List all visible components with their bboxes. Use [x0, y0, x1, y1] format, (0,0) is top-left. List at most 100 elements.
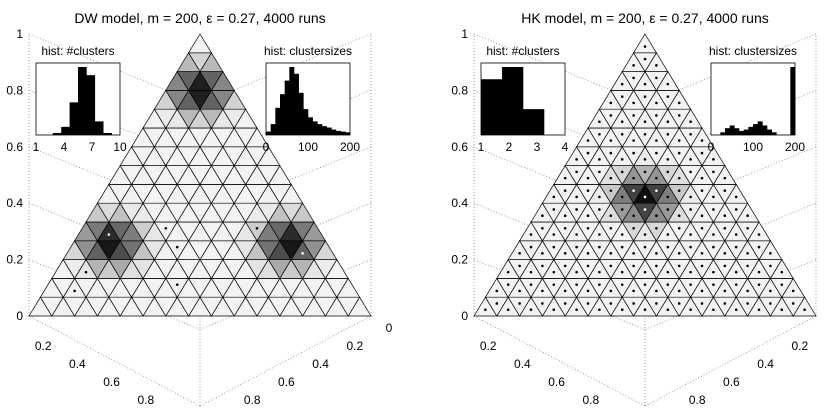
heat-dot	[563, 189, 567, 192]
right-axis-tick-label: 0.2	[791, 339, 808, 353]
heat-dot	[586, 176, 590, 180]
heat-dot	[677, 289, 681, 293]
inset-bar	[502, 67, 524, 135]
heat-dot	[734, 245, 738, 249]
heat-dot	[620, 270, 624, 274]
inset-bar	[298, 92, 304, 135]
panel-hk: HK model, m = 200, ε = 0.27, 4000 runs 0…	[451, 10, 817, 407]
heat-dot	[609, 189, 613, 192]
heat-dot	[541, 214, 544, 218]
heat-dot	[609, 302, 613, 305]
heat-dot	[677, 176, 681, 180]
heat-dot	[655, 226, 658, 230]
heat-dot	[609, 101, 613, 105]
inset-tick-label: 0	[708, 140, 715, 154]
heat-dot	[541, 264, 544, 268]
inset-bar	[523, 109, 545, 135]
inset-bar	[280, 94, 285, 135]
heat-dot	[723, 302, 727, 305]
ternary-plot-dw: 00.20.40.60.810.20.40.60.8100.20.40.60.8…	[6, 27, 393, 407]
heat-dot	[655, 302, 658, 305]
heat-dot	[655, 264, 658, 268]
inset-bar	[322, 126, 327, 135]
heat-dot	[632, 101, 635, 105]
heat-dot	[734, 308, 738, 312]
inset-bar	[720, 132, 726, 135]
heat-dot	[632, 64, 635, 67]
heat-dot	[552, 270, 556, 274]
vertical-axis-tick-label: 0.4	[6, 196, 23, 210]
heat-dot	[609, 252, 613, 255]
heat-dot	[541, 289, 544, 293]
heat-dot	[164, 226, 168, 230]
heat-dot	[677, 101, 681, 105]
heat-dot	[666, 170, 670, 174]
heat-dot	[632, 176, 635, 180]
heat-dot	[689, 233, 692, 236]
inset-tick-label: 2	[506, 140, 513, 154]
heat-cell	[632, 33, 658, 54]
heat-dot	[734, 208, 738, 211]
heat-dot	[495, 289, 499, 293]
heat-dot	[632, 252, 635, 255]
inset-title: hist: clustersizes	[709, 44, 797, 58]
heat-dot	[734, 233, 738, 236]
left-axis-tick-label: 0.4	[69, 357, 86, 371]
heat-dot	[700, 289, 704, 293]
left-axis-tick-label: 0.2	[35, 339, 52, 353]
heat-dot	[712, 308, 715, 312]
heat-dot	[677, 151, 681, 155]
right-axis-tick-label: 0.8	[244, 393, 261, 407]
heat-dot	[552, 208, 556, 211]
heat-dot	[643, 82, 647, 86]
inset-bar	[753, 124, 758, 135]
heat-dot	[712, 170, 715, 174]
right-axis-tick-label: 0.2	[346, 339, 363, 353]
heat-dot	[666, 270, 670, 274]
heat-dot	[666, 120, 670, 124]
heat-dot	[712, 158, 715, 161]
inset-bar	[729, 125, 735, 135]
vertical-axis-tick-label: 0	[16, 309, 23, 323]
heat-dot	[769, 302, 772, 305]
heat-dot	[677, 214, 681, 218]
heat-dot	[723, 214, 727, 218]
heat-dot	[506, 270, 510, 274]
inset-bar	[275, 107, 281, 135]
inset-bar	[289, 67, 295, 135]
inset-tick-label: 0	[263, 140, 270, 154]
inset-bar	[78, 67, 87, 135]
heat-dot	[563, 226, 567, 230]
heat-dot	[769, 264, 772, 268]
heat-dot	[677, 226, 681, 230]
heat-dot	[620, 283, 624, 286]
inset-tick-label: 3	[534, 140, 541, 154]
heat-dot	[712, 245, 715, 249]
heat-dot	[746, 302, 749, 305]
heat-dot	[552, 195, 556, 199]
heat-cell	[187, 33, 213, 54]
heat-dot	[575, 283, 578, 286]
heat-dot	[666, 233, 670, 236]
heat-dot	[301, 252, 304, 255]
heat-dot	[575, 195, 578, 199]
heat-dot	[712, 283, 715, 286]
heat-dot	[586, 151, 590, 155]
inset-frame	[710, 62, 796, 136]
heat-dot	[586, 189, 590, 192]
heat-dot	[73, 289, 76, 293]
heat-dot	[677, 114, 681, 117]
right-axis-tick-label: 0	[386, 321, 393, 335]
heat-dot	[655, 76, 658, 80]
vertical-axis-tick-label: 1	[16, 27, 23, 41]
inset-bar	[103, 132, 112, 135]
heat-dot	[666, 245, 670, 249]
inset-bar	[743, 129, 749, 135]
heat-dot	[620, 170, 624, 174]
heat-dot	[575, 208, 578, 211]
axis-frame-line	[28, 315, 201, 407]
heat-dot	[655, 176, 658, 180]
heat-dot	[609, 226, 613, 230]
inset-bar	[294, 73, 299, 135]
inset-histogram: hist: #clusters 1 2 3 4	[478, 44, 569, 154]
